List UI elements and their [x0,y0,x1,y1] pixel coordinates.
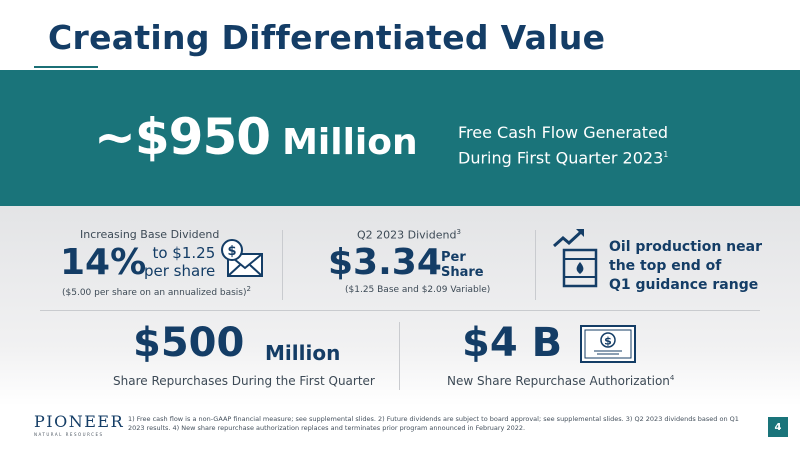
q2-dividend-heading-text: Q2 2023 Dividend [357,228,457,242]
footnotes: 1) Free cash flow is a non-GAAP financia… [128,415,739,432]
divider-vertical-3 [399,322,400,390]
authorization-label-text: New Share Repurchase Authorization [447,374,670,388]
logo-wordmark: PIONEER [34,412,125,431]
page-title: Creating Differentiated Value [48,18,606,57]
dividend-target: to $1.25 per share [144,244,215,280]
fcf-description-line2: During First Quarter 2023 [458,148,664,168]
authorization-value: $4 B [462,320,563,366]
fcf-description-line1: Free Cash Flow Generated [458,123,669,142]
q2-dividend-unit: Per Share [441,250,484,280]
repurchase-value: $500 [133,320,245,366]
dividend-target-line2: per share [144,262,216,280]
svg-text:$: $ [604,335,612,348]
authorization-label: New Share Repurchase Authorization4 [447,374,674,388]
repurchase-label: Share Repurchases During the First Quart… [113,374,375,388]
dollar-bill-icon: $ [580,325,636,363]
fcf-amount: ~$950 Million [94,108,418,166]
title-underline [34,66,98,68]
divider-horizontal [40,310,760,311]
dollar-envelope-icon: $ [221,239,263,277]
dividend-note: ($5.00 per share on an annualized basis)… [62,285,251,298]
dividend-footnote-ref: 2 [246,285,251,293]
divider-vertical-1 [282,230,283,300]
divider-vertical-2 [535,230,536,300]
oil-barrel-growth-icon [553,229,598,288]
fcf-footnote-ref: 1 [663,150,669,159]
authorization-footnote-ref: 4 [669,374,675,382]
oil-production-text: Oil production near the top end of Q1 gu… [609,238,762,295]
fcf-amount-unit: Million [282,122,418,163]
oil-line2: the top end of [609,258,722,274]
q2-dividend-unit-line2: Share [441,265,484,280]
oil-line3: Q1 guidance range [609,277,759,293]
q2-dividend-note: ($1.25 Base and $2.09 Variable) [345,285,491,295]
dividend-note-text: ($5.00 per share on an annualized basis) [62,288,247,298]
fcf-description: Free Cash Flow Generated During First Qu… [458,122,668,169]
dividend-target-line1: to $1.25 [152,244,216,262]
metrics-panel [0,206,800,406]
q2-dividend-value: $3.34 [328,242,442,283]
svg-text:$: $ [227,244,236,259]
company-logo: PIONEER NATURAL RESOURCES [34,412,124,437]
dividend-heading: Increasing Base Dividend [80,228,220,241]
repurchase-unit: Million [265,341,341,365]
q2-dividend-heading: Q2 2023 Dividend3 [357,228,461,242]
logo-tagline: NATURAL RESOURCES [34,432,104,437]
oil-line1: Oil production near [609,239,762,255]
q2-dividend-unit-line1: Per [441,250,466,265]
dividend-percent: 14% [60,242,147,283]
fcf-amount-value: ~$950 [94,108,271,166]
page-number: 4 [768,417,788,437]
fcf-banner [0,70,800,206]
q2-footnote-ref: 3 [456,228,461,236]
